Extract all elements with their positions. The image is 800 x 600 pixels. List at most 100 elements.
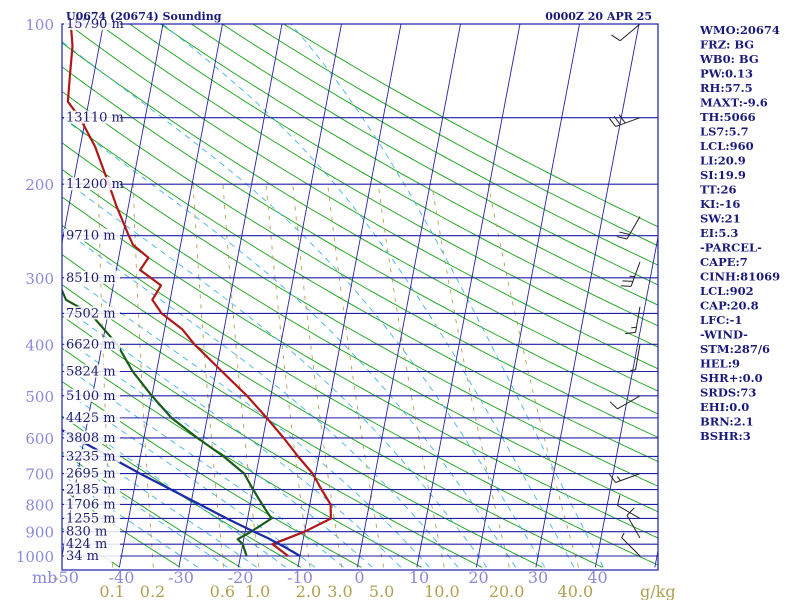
moist-adiabat: [62, 228, 459, 568]
mixing-ratio-line: [222, 184, 260, 568]
altitude-label-bg: [64, 524, 120, 538]
pressure-tick-label: 1000: [16, 548, 54, 566]
wind-barbs: [608, 23, 641, 557]
altitude-label-bg: [64, 537, 120, 551]
index-line: HEL:9: [700, 357, 740, 371]
temperature-tick-label: -40: [109, 568, 135, 587]
altitude-label: 15790 m: [66, 17, 124, 32]
moist-adiabat: [62, 40, 546, 568]
index-line: EI:5.3: [700, 226, 738, 240]
dry-adiabat: [62, 168, 658, 513]
moist-adiabat: [290, 24, 604, 568]
altitude-label-bg: [64, 482, 120, 496]
dry-adiabat: [62, 451, 241, 568]
index-line: TT:26: [700, 183, 737, 197]
moist-adiabat: [62, 411, 287, 568]
altitude-label: 3808 m: [66, 431, 116, 446]
index-line: LFC:-1: [700, 313, 742, 327]
wind-barb: [616, 216, 641, 240]
dry-adiabat: [221, 24, 658, 266]
altitude-label: 3235 m: [66, 449, 116, 464]
index-line: PW:0.13: [700, 67, 753, 81]
mixing-ratio-label: 1.0: [245, 582, 270, 600]
index-line: WB0: BG: [699, 52, 759, 66]
index-line: CINH:81069: [700, 270, 780, 284]
dry-adiabat: [62, 66, 658, 415]
index-line: -PARCEL-: [700, 241, 762, 255]
dry-adiabat: [128, 24, 658, 327]
temperature-tick-label: 20: [468, 568, 488, 587]
wind-barb: [620, 261, 641, 287]
mixing-ratio-line: [132, 184, 154, 568]
altitude-label: 1706 m: [66, 497, 116, 512]
altitude-label-bg: [64, 511, 120, 525]
isotherm: [118, 24, 223, 568]
altitude-label: 7502 m: [66, 306, 116, 321]
mixing-ratio-label: 40.0: [558, 582, 594, 600]
temperature-tick-label: 10: [409, 568, 429, 587]
altitude-label: 11200 m: [66, 177, 124, 192]
moist-adiabat: [62, 363, 344, 568]
pressure-tick-label: 200: [25, 176, 54, 194]
altitude-label-bg: [64, 430, 120, 444]
altitude-label-bg: [64, 337, 120, 351]
altitude-label: 34 m: [66, 549, 99, 564]
index-line: MAXT:-9.6: [700, 96, 768, 110]
isotherm: [178, 24, 283, 568]
index-line: LCL:902: [700, 284, 754, 298]
temperature-tick-label: 30: [528, 568, 548, 587]
plot-frame: [61, 23, 659, 571]
altitude-label: 2695 m: [66, 467, 116, 482]
temperature-tick-label: -30: [168, 568, 194, 587]
pressure-tick-label: 400: [25, 336, 54, 354]
mixing-ratio-label: 3.0: [327, 582, 352, 600]
mixing-ratio-label: 0.1: [99, 582, 124, 600]
index-line: SW:21: [700, 212, 741, 226]
mixing-ratio-line: [377, 184, 445, 568]
index-line: BRN:2.1: [700, 415, 754, 429]
mixing-ratio-label: 20.0: [489, 582, 525, 600]
isotherm: [594, 234, 658, 568]
title-time: 0000Z 20 APR 25: [545, 10, 652, 23]
index-line: -WIND-: [700, 328, 748, 342]
mixing-ratio-label: 2.0: [296, 582, 321, 600]
altitude-label-bg: [64, 410, 120, 424]
altitude-label: 2185 m: [66, 483, 116, 498]
dry-adiabat: [62, 142, 658, 487]
dry-adiabat: [252, 24, 658, 247]
dry-adiabat: [62, 415, 302, 568]
moist-adiabat: [62, 474, 199, 568]
isotherm: [237, 24, 342, 568]
mixing-ratio-line: [327, 184, 385, 568]
wind-barb: [616, 495, 641, 519]
altitude-label-bg: [64, 177, 120, 191]
index-line: TH:5066: [700, 110, 756, 124]
altitude-label-bg: [64, 497, 120, 511]
temperature-tick-label: -50: [53, 568, 79, 587]
mixing-ratio-line: [431, 184, 510, 568]
dry-adiabat: [159, 24, 658, 306]
isotherm: [62, 24, 104, 246]
units-mb: mb: [32, 568, 57, 587]
altitude-label: 830 m: [66, 525, 107, 540]
altitude-label-bg: [64, 17, 120, 30]
index-line: SRDS:73: [700, 386, 756, 400]
index-line: LI:20.9: [700, 154, 746, 168]
title-station: U0674 (20674) Sounding: [66, 10, 222, 23]
altitude-label: 424 m: [66, 537, 107, 552]
wind-barb: [608, 114, 641, 128]
dry-adiabat: [62, 90, 658, 438]
altitude-label-bg: [64, 306, 120, 320]
altitude-label: 13110 m: [66, 111, 124, 126]
index-line: CAP:20.8: [700, 299, 759, 313]
index-line: SI:19.9: [700, 168, 746, 182]
altitude-label-bg: [64, 364, 120, 378]
index-line: CAPE:7: [700, 255, 748, 269]
mixing-ratio-line: [265, 184, 311, 568]
moist-adiabat: [62, 177, 488, 568]
altitude-label-bg: [64, 270, 120, 284]
temperature-line: [66, 24, 332, 557]
isotherm: [416, 24, 521, 568]
isotherm: [297, 24, 402, 568]
